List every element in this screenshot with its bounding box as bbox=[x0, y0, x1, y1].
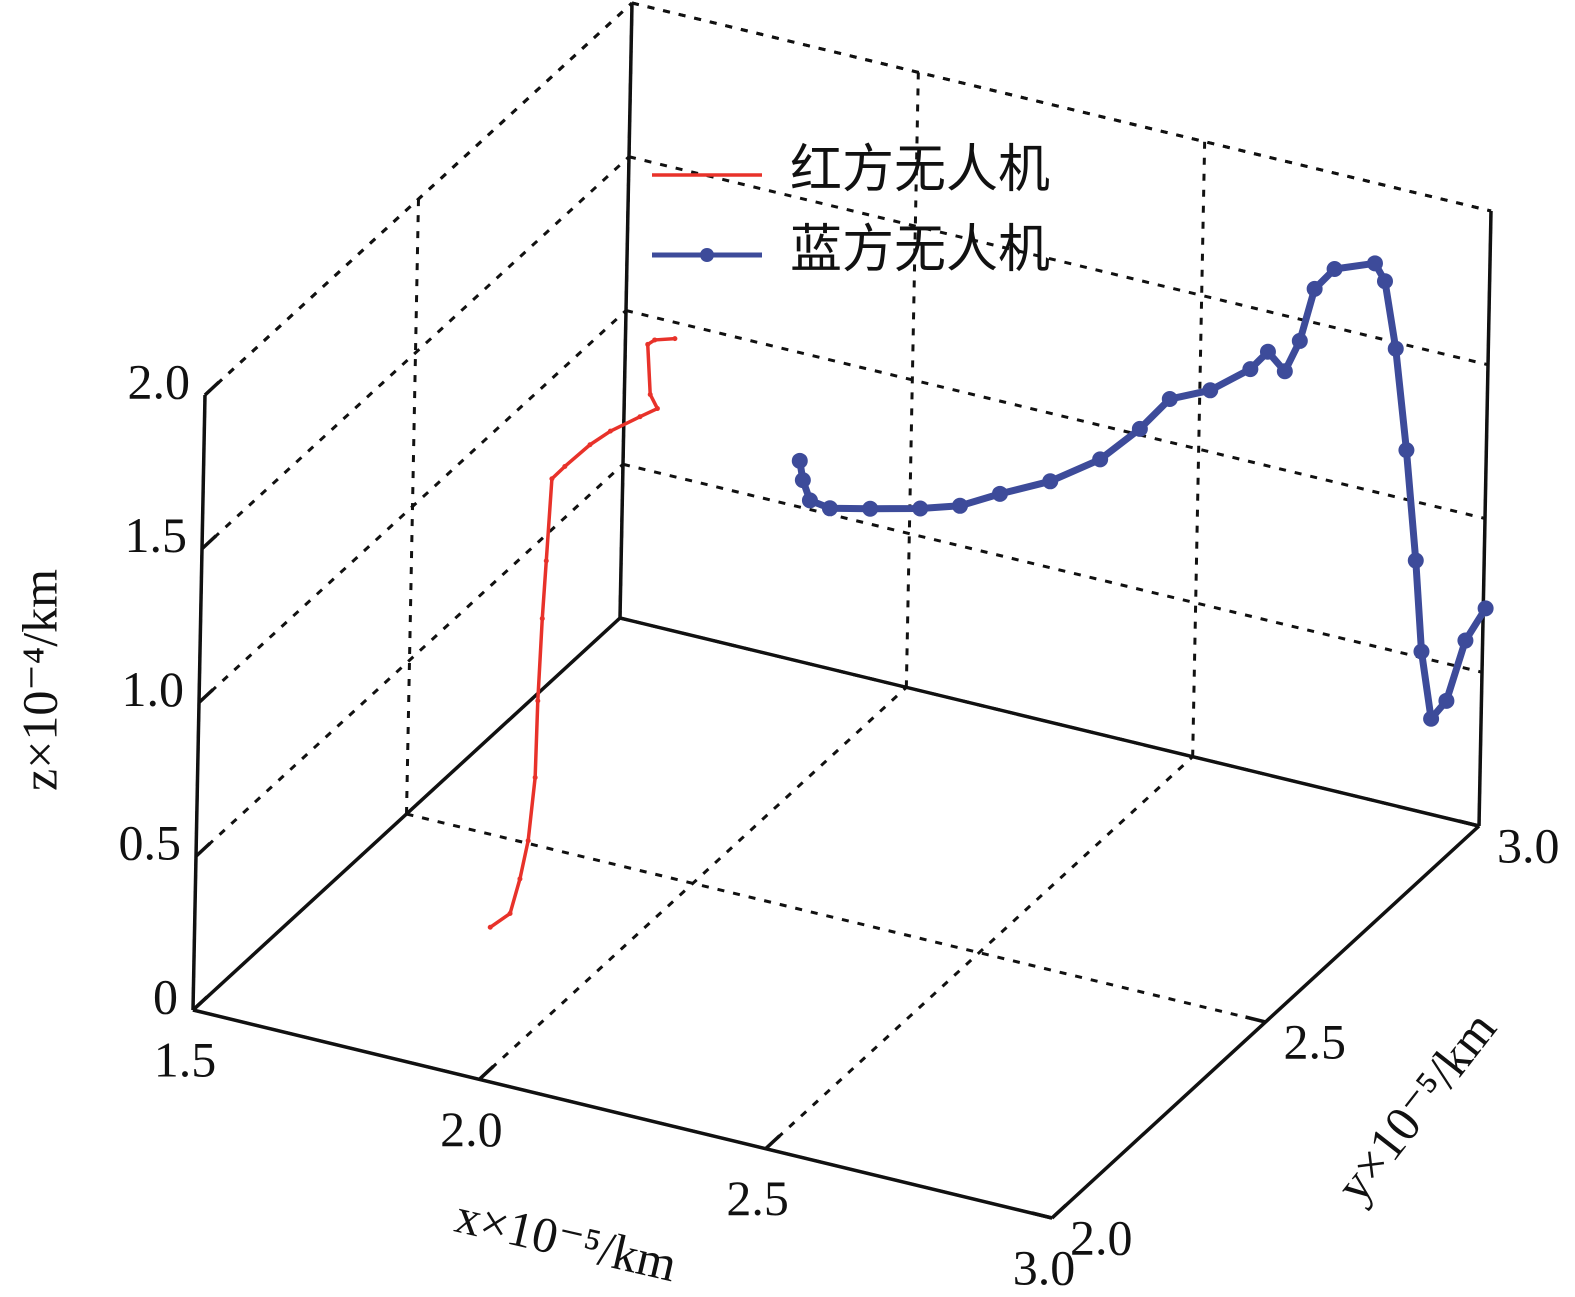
z-tick-label: 1.0 bbox=[122, 661, 185, 717]
series-marker bbox=[1398, 442, 1415, 459]
series-marker bbox=[1457, 632, 1474, 649]
series-marker bbox=[1407, 552, 1424, 569]
series-marker bbox=[1042, 473, 1059, 490]
tick-mark bbox=[1031, 1211, 1053, 1220]
z-tick-label: 2.0 bbox=[128, 353, 191, 409]
series-marker bbox=[487, 924, 493, 930]
tick-mark bbox=[191, 995, 209, 1012]
tick-mark bbox=[1245, 1015, 1266, 1024]
grid-line bbox=[194, 463, 625, 858]
tick-mark bbox=[197, 688, 215, 704]
series-marker bbox=[1131, 420, 1148, 437]
series-marker bbox=[543, 558, 549, 564]
tick-mark bbox=[200, 534, 218, 551]
axis-line bbox=[618, 2, 634, 619]
series-marker bbox=[1326, 261, 1343, 278]
axes-box: 1.52.02.53.02.02.53.000.51.01.52.0 bbox=[119, 1, 1560, 1295]
series-marker bbox=[794, 472, 811, 489]
legend-label: 红方无人机 bbox=[790, 142, 1050, 199]
series-marker bbox=[1306, 280, 1323, 297]
z-tick-label: 0.5 bbox=[119, 815, 182, 871]
series-marker bbox=[801, 492, 818, 509]
tick-mark bbox=[194, 841, 212, 858]
tick-mark bbox=[1458, 819, 1480, 828]
grid-line bbox=[622, 462, 1483, 674]
axis-line bbox=[191, 616, 622, 1012]
x-tick-label: 2.5 bbox=[726, 1170, 789, 1226]
series-marker bbox=[1242, 361, 1259, 378]
series-marker bbox=[507, 911, 513, 917]
series-line bbox=[489, 336, 676, 929]
series-marker bbox=[1161, 391, 1178, 408]
series-marker bbox=[952, 497, 968, 514]
axis-line bbox=[192, 1008, 1053, 1220]
z-axis-label: z×10⁻⁴/km bbox=[11, 569, 67, 791]
grid-line bbox=[1191, 141, 1207, 757]
axis-line bbox=[203, 1, 634, 397]
x-tick-label: 1.5 bbox=[154, 1031, 217, 1087]
legend-label: 蓝方无人机 bbox=[790, 222, 1050, 279]
series-marker bbox=[532, 775, 538, 781]
axis-line bbox=[631, 1, 1492, 213]
axis-line bbox=[1477, 210, 1493, 827]
series-marker bbox=[525, 838, 531, 844]
series-marker bbox=[645, 341, 651, 347]
series-marker bbox=[1438, 692, 1455, 709]
series-marker bbox=[1202, 382, 1219, 399]
series-marker bbox=[562, 463, 568, 469]
series-marker bbox=[1387, 340, 1404, 357]
series-marker bbox=[549, 476, 555, 482]
series-marker bbox=[1276, 363, 1293, 380]
tick-mark bbox=[764, 1134, 781, 1150]
series-marker bbox=[991, 485, 1008, 502]
legend-marker bbox=[700, 248, 714, 262]
x-axis-label: x×10⁻⁵/km bbox=[450, 1187, 682, 1292]
series-marker bbox=[791, 452, 808, 469]
series-marker bbox=[652, 337, 658, 343]
y-tick-label: 2.5 bbox=[1284, 1013, 1347, 1069]
series-marker bbox=[1366, 255, 1383, 272]
series-marker bbox=[672, 336, 678, 342]
series-marker bbox=[1477, 600, 1494, 617]
grid-line bbox=[625, 309, 1486, 520]
series-marker bbox=[912, 500, 929, 517]
series-marker bbox=[1376, 273, 1393, 290]
series-marker bbox=[1259, 343, 1276, 360]
series-marker bbox=[539, 616, 545, 622]
tick-mark bbox=[1050, 1203, 1068, 1220]
tick-mark bbox=[478, 1065, 495, 1081]
series-marker bbox=[1423, 710, 1440, 727]
series-marker bbox=[647, 391, 653, 397]
series-marker bbox=[1092, 451, 1109, 468]
grid-line bbox=[764, 755, 1194, 1150]
series-marker bbox=[1413, 643, 1430, 660]
z-tick-label: 0 bbox=[153, 968, 178, 1024]
z-tick-label: 1.5 bbox=[125, 507, 188, 563]
y-tick-label: 3.0 bbox=[1497, 817, 1560, 873]
grid-line bbox=[628, 155, 1489, 367]
series-marker bbox=[654, 406, 660, 412]
series-marker bbox=[517, 876, 523, 882]
grid-line bbox=[200, 155, 631, 550]
plot-area bbox=[487, 255, 1494, 930]
axis-line bbox=[619, 616, 1480, 828]
series-marker bbox=[535, 698, 541, 704]
y-axis-label: y×10⁻⁵/km bbox=[1324, 1001, 1507, 1213]
grid-line bbox=[406, 812, 1266, 1024]
grid-line bbox=[197, 309, 628, 704]
series-marker bbox=[862, 500, 879, 517]
x-tick-label: 2.0 bbox=[440, 1101, 503, 1157]
series-marker bbox=[587, 442, 593, 448]
series-marker bbox=[1291, 332, 1308, 349]
series-marker bbox=[821, 500, 838, 517]
tick-mark bbox=[203, 380, 221, 397]
series-marker bbox=[637, 414, 643, 420]
x-tick-label: 3.0 bbox=[1013, 1239, 1076, 1295]
series-marker bbox=[607, 428, 613, 434]
series-line bbox=[796, 259, 1489, 723]
y-tick-label: 2.0 bbox=[1070, 1209, 1133, 1265]
